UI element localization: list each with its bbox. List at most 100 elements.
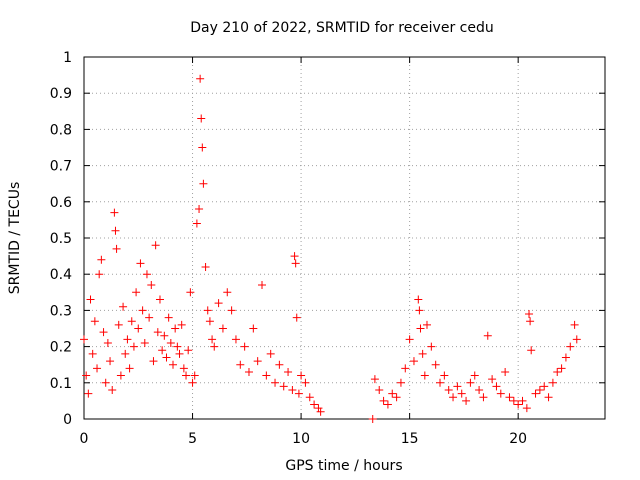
data-point	[258, 281, 267, 290]
data-point	[195, 205, 204, 214]
data-point	[526, 317, 535, 326]
data-point	[383, 400, 392, 409]
data-point	[199, 179, 208, 188]
data-point	[316, 407, 325, 416]
data-point	[86, 295, 95, 304]
data-point	[271, 378, 280, 387]
data-point	[116, 371, 125, 380]
data-point	[111, 226, 120, 235]
data-point	[525, 310, 534, 319]
data-point	[227, 306, 236, 315]
data-point	[138, 306, 147, 315]
data-point	[188, 378, 197, 387]
data-point	[392, 393, 401, 402]
data-point	[466, 378, 475, 387]
data-point	[414, 295, 423, 304]
data-point	[132, 288, 141, 297]
data-point	[119, 302, 128, 311]
data-point	[186, 288, 195, 297]
data-point	[505, 393, 514, 402]
data-point	[492, 382, 501, 391]
data-point	[201, 262, 210, 271]
data-point	[409, 357, 418, 366]
y-tick-label: 0.2	[50, 340, 72, 356]
data-point	[314, 404, 323, 413]
data-point	[106, 357, 115, 366]
data-point	[284, 367, 293, 376]
data-point	[422, 320, 431, 329]
data-point	[462, 396, 471, 405]
data-point	[114, 320, 123, 329]
data-point	[440, 371, 449, 380]
data-point	[288, 386, 297, 395]
data-point	[125, 364, 134, 373]
data-point	[142, 270, 151, 279]
data-point	[127, 317, 136, 326]
data-point	[427, 342, 436, 351]
y-axis-label: SRMTID / TECUs	[7, 182, 23, 295]
data-point	[90, 317, 99, 326]
data-point	[177, 320, 186, 329]
data-point	[457, 389, 466, 398]
data-point	[166, 338, 175, 347]
axis-ticks	[83, 56, 605, 420]
data-point	[99, 328, 108, 337]
data-point	[175, 349, 184, 358]
data-point	[405, 335, 414, 344]
data-point	[496, 389, 505, 398]
data-point	[418, 349, 427, 358]
data-point	[155, 295, 164, 304]
data-point	[112, 244, 121, 253]
y-tick-labels: 0 0.1 0.2 0.3 0.4 0.5 0.6 0.7 0.8 0.9 1	[50, 50, 72, 428]
data-point	[97, 255, 106, 264]
data-point	[444, 386, 453, 395]
data-point	[240, 342, 249, 351]
data-point	[205, 317, 214, 326]
y-tick-label: 0	[63, 412, 72, 428]
x-tick-label: 15	[401, 431, 419, 447]
data-point	[149, 357, 158, 366]
data-point	[179, 364, 188, 373]
y-tick-label: 0.3	[50, 303, 72, 319]
data-point	[249, 324, 258, 333]
data-point	[535, 386, 544, 395]
data-point	[197, 114, 206, 123]
data-point	[305, 393, 314, 402]
y-tick-label: 0.9	[50, 86, 72, 102]
data-point	[548, 378, 557, 387]
data-point	[80, 335, 88, 344]
data-point	[129, 342, 138, 351]
data-point	[470, 371, 479, 380]
data-point	[153, 328, 162, 337]
data-point	[253, 357, 262, 366]
data-point	[82, 371, 91, 380]
data-point	[291, 259, 300, 268]
data-point	[279, 382, 288, 391]
x-tick-labels: 0 5 10 15 20	[80, 431, 528, 447]
data-point	[101, 378, 110, 387]
data-point	[509, 396, 518, 405]
data-point	[436, 378, 445, 387]
data-point	[162, 353, 171, 362]
data-point	[396, 378, 405, 387]
data-point	[572, 335, 581, 344]
x-tick-label: 0	[80, 431, 89, 447]
data-point	[196, 74, 205, 83]
data-point	[522, 404, 531, 413]
data-point	[420, 371, 429, 380]
data-point	[375, 386, 384, 395]
gridlines	[84, 57, 605, 419]
data-point	[553, 367, 562, 376]
data-point	[151, 241, 160, 250]
data-point	[401, 364, 410, 373]
data-point	[198, 143, 207, 152]
data-point	[223, 288, 232, 297]
data-point	[531, 389, 540, 398]
data-point	[108, 386, 117, 395]
data-point	[501, 367, 510, 376]
data-point	[262, 371, 271, 380]
data-point	[147, 281, 156, 290]
data-point	[479, 393, 488, 402]
y-tick-label: 0.5	[50, 231, 72, 247]
data-point	[88, 349, 97, 358]
